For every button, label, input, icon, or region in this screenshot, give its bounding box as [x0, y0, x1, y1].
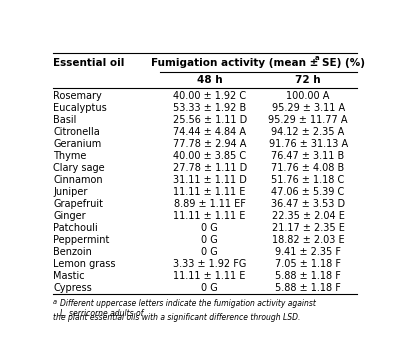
Text: 8.89 ± 1.11 EF: 8.89 ± 1.11 EF	[174, 199, 246, 209]
Text: 21.17 ± 2.35 E: 21.17 ± 2.35 E	[272, 223, 344, 233]
Text: Different uppercase letters indicate the fumigation activity against 
L. serrico: Different uppercase letters indicate the…	[60, 299, 318, 319]
Text: 77.78 ± 2.94 A: 77.78 ± 2.94 A	[173, 139, 246, 149]
Text: 11.11 ± 1.11 E: 11.11 ± 1.11 E	[174, 271, 246, 281]
Text: 51.76 ± 1.18 C: 51.76 ± 1.18 C	[272, 175, 345, 185]
Text: the plant essential oils with a significant difference through LSD.: the plant essential oils with a signific…	[53, 314, 300, 323]
Text: 3.33 ± 1.92 FG: 3.33 ± 1.92 FG	[173, 259, 246, 269]
Text: 5.88 ± 1.18 F: 5.88 ± 1.18 F	[275, 271, 341, 281]
Text: 53.33 ± 1.92 B: 53.33 ± 1.92 B	[173, 103, 246, 113]
Text: 22.35 ± 2.04 E: 22.35 ± 2.04 E	[272, 211, 344, 221]
Text: 91.76 ± 31.13 A: 91.76 ± 31.13 A	[268, 139, 348, 149]
Text: 27.78 ± 1.11 D: 27.78 ± 1.11 D	[172, 163, 247, 173]
Text: Thyme: Thyme	[53, 151, 86, 161]
Text: 36.47 ± 3.53 D: 36.47 ± 3.53 D	[271, 199, 345, 209]
Text: 76.47 ± 3.11 B: 76.47 ± 3.11 B	[272, 151, 345, 161]
Text: 7.05 ± 1.18 F: 7.05 ± 1.18 F	[275, 259, 341, 269]
Text: 74.44 ± 4.84 A: 74.44 ± 4.84 A	[173, 127, 246, 137]
Text: 40.00 ± 3.85 C: 40.00 ± 3.85 C	[173, 151, 246, 161]
Text: Cinnamon: Cinnamon	[53, 175, 103, 185]
Text: Geranium: Geranium	[53, 139, 101, 149]
Text: a: a	[315, 55, 320, 60]
Text: Ginger: Ginger	[53, 211, 86, 221]
Text: Patchouli: Patchouli	[53, 223, 98, 233]
Text: 31.11 ± 1.11 D: 31.11 ± 1.11 D	[173, 175, 246, 185]
Text: Basil: Basil	[53, 115, 76, 125]
Text: a: a	[53, 299, 57, 305]
Text: 71.76 ± 4.08 B: 71.76 ± 4.08 B	[272, 163, 345, 173]
Text: Eucalyptus: Eucalyptus	[53, 103, 107, 113]
Text: 95.29 ± 3.11 A: 95.29 ± 3.11 A	[272, 103, 345, 113]
Text: Essential oil: Essential oil	[53, 58, 124, 68]
Text: 48 h: 48 h	[197, 75, 222, 85]
Text: 72 h: 72 h	[295, 75, 321, 85]
Text: Rosemary: Rosemary	[53, 91, 102, 101]
Text: 0 G: 0 G	[201, 235, 218, 245]
Text: 40.00 ± 1.92 C: 40.00 ± 1.92 C	[173, 91, 246, 101]
Text: Mastic: Mastic	[53, 271, 85, 281]
Text: 0 G: 0 G	[201, 283, 218, 293]
Text: 11.11 ± 1.11 E: 11.11 ± 1.11 E	[174, 211, 246, 221]
Text: Fumigation activity (mean ± SE) (%): Fumigation activity (mean ± SE) (%)	[152, 58, 366, 68]
Text: Clary sage: Clary sage	[53, 163, 105, 173]
Text: 95.29 ± 11.77 A: 95.29 ± 11.77 A	[268, 115, 348, 125]
Text: Peppermint: Peppermint	[53, 235, 110, 245]
Text: Lemon grass: Lemon grass	[53, 259, 116, 269]
Text: 94.12 ± 2.35 A: 94.12 ± 2.35 A	[272, 127, 345, 137]
Text: 47.06 ± 5.39 C: 47.06 ± 5.39 C	[272, 187, 345, 197]
Text: 18.82 ± 2.03 E: 18.82 ± 2.03 E	[272, 235, 344, 245]
Text: 100.00 A: 100.00 A	[286, 91, 330, 101]
Text: Cypress: Cypress	[53, 283, 92, 293]
Text: 5.88 ± 1.18 F: 5.88 ± 1.18 F	[275, 283, 341, 293]
Text: Citronella: Citronella	[53, 127, 100, 137]
Text: 11.11 ± 1.11 E: 11.11 ± 1.11 E	[174, 187, 246, 197]
Text: Grapefruit: Grapefruit	[53, 199, 103, 209]
Text: Benzoin: Benzoin	[53, 247, 92, 257]
Text: Juniper: Juniper	[53, 187, 88, 197]
Text: 25.56 ± 1.11 D: 25.56 ± 1.11 D	[172, 115, 247, 125]
Text: 0 G: 0 G	[201, 223, 218, 233]
Text: 0 G: 0 G	[201, 247, 218, 257]
Text: 9.41 ± 2.35 F: 9.41 ± 2.35 F	[275, 247, 341, 257]
